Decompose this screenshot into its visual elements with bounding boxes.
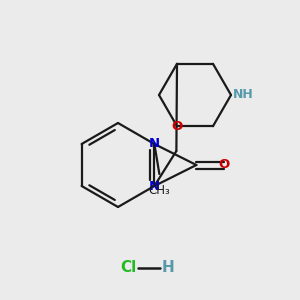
Text: O: O — [171, 120, 183, 133]
Text: H: H — [162, 260, 174, 275]
Text: CH₃: CH₃ — [148, 184, 170, 197]
Text: NH: NH — [233, 88, 254, 101]
Text: Cl: Cl — [120, 260, 136, 275]
Text: N: N — [149, 137, 160, 151]
Text: N: N — [149, 179, 160, 193]
Text: O: O — [219, 158, 230, 172]
